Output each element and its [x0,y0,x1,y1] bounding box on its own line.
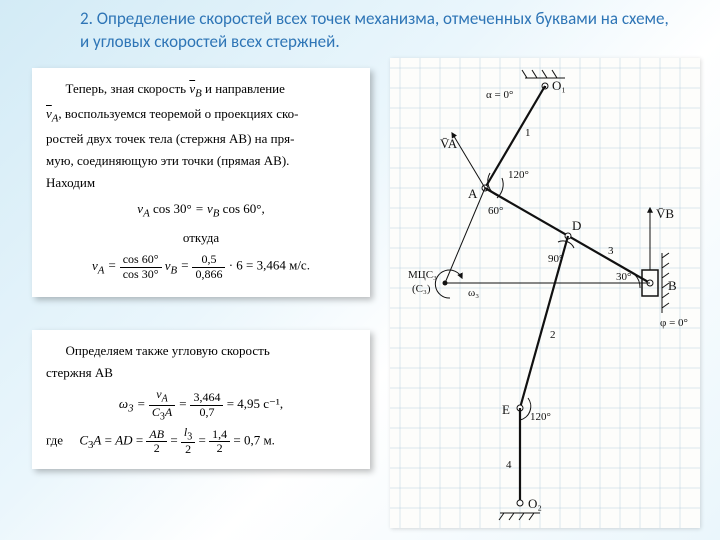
textbox-2: Определяем также угловую скорость стержн… [32,330,370,469]
t: cos 60° [120,253,162,267]
tb2-line1: Определяем также угловую скорость [46,340,356,362]
lbl-120b: 120° [530,411,551,423]
tb2-eq1: ω3 = vAC3A = 3,4640,7 = 4,95 c⁻¹, [46,388,356,422]
slide-title: 2. Определение скоростей всех точек меха… [80,8,680,54]
lbl-30: 30° [616,271,631,283]
lbl-C3: (C₃) [412,283,431,295]
tb1-line6: откуда [46,227,356,249]
t: 1,4 [209,428,230,442]
tb1-line2: vA, воспользуемся теоремой о проекциях с… [46,103,356,128]
lbl-O2: O₂ [528,496,542,511]
t: , воспользуемся теоремой о проекциях ско… [58,106,298,121]
lbl-VB: V̄B [656,206,674,221]
lbl-E: E [502,402,510,417]
mechanism-diagram: O₁ O₂ A B D E V̄A V̄B МЦС₃ (C₃) ω₃ α = 0… [390,58,700,528]
t: 0,5 [192,253,225,267]
lbl-1: 1 [525,127,531,139]
tb1-line1: Теперь, зная скорость vB и направление [46,78,356,103]
lbl-4: 4 [506,459,512,471]
t: 2 [209,442,230,455]
tb2-line2: стержня AB [46,362,356,384]
lbl-VA: V̄A [440,136,458,151]
lbl-alpha: α = 0° [486,89,513,101]
lbl-B: B [668,278,677,293]
t: 0,7 [190,406,223,419]
tb1-eq2: vA = cos 60°cos 30° vB = 0,50,866 · 6 = … [46,253,356,280]
lbl-120: 120° [508,169,529,181]
tb2-line3: где C3A = AD = AB2 = l32 = 1,42 = 0,7 м. [46,426,356,457]
t: cos 30° [120,268,162,281]
lbl-A: A [468,186,478,201]
line-C3A [445,188,485,283]
lbl-60: 60° [488,205,503,217]
t: где [46,432,63,447]
t: · 6 = 3,464 м/с. [229,258,310,273]
t: = 4,95 c⁻¹, [227,396,283,411]
lbl-phi: φ = 0° [660,317,688,329]
lbl-3: 3 [608,245,614,257]
t: B [195,88,202,100]
lbl-2: 2 [550,329,556,341]
lbl-90: 90° [548,253,563,265]
tb1-line5: Находим [46,172,356,194]
t: Теперь, зная скорость [66,81,190,96]
textbox-1: Теперь, зная скорость vB и направление v… [32,68,370,297]
t: 3,464 [190,391,223,405]
lbl-omega3: ω₃ [468,287,479,299]
t: = 0,7 м. [233,432,275,447]
lbl-MCV: МЦС₃ [408,269,437,281]
tb1-eq1: vA cos 30° = vB cos 60°, [46,198,356,223]
lbl-O1: O₁ [552,78,566,93]
tb1-line3: ростей двух точек тела (стержня AB) на п… [46,128,356,150]
t: 0,866 [192,268,225,281]
tb1-line4: мую, соединяющую эти точки (прямая AB). [46,150,356,172]
lbl-D: D [572,218,581,233]
t: и направление [202,81,285,96]
